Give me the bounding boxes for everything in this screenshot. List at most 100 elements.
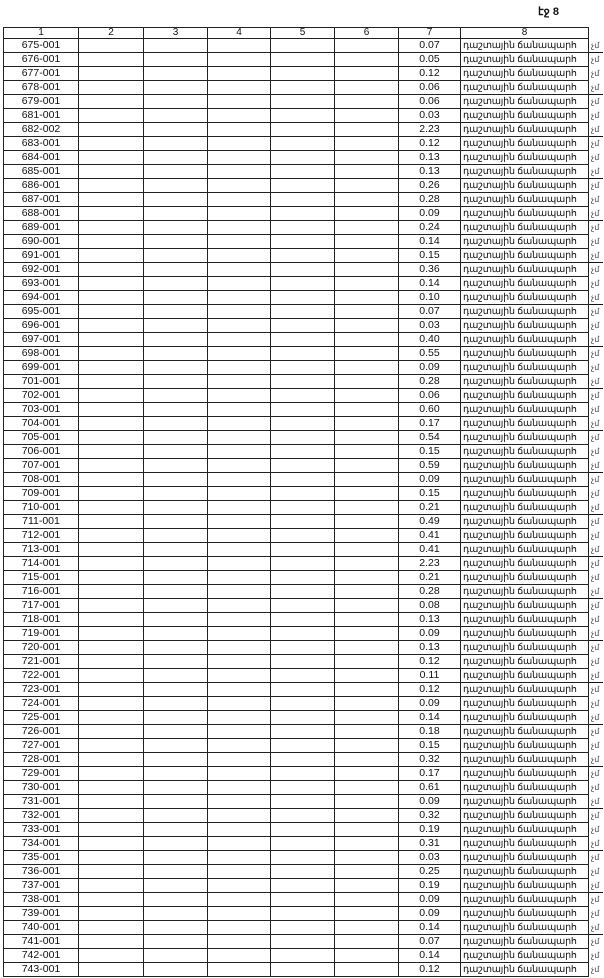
row-area: 0.09 [398, 472, 461, 487]
cell-col2 [78, 850, 144, 865]
row-id: 731-001 [3, 794, 79, 809]
cell-col5 [270, 444, 335, 459]
row-note: չմ [588, 640, 603, 655]
table-row: 735-001 0.03 դաշտային ճանապարհ չմ [3, 850, 603, 865]
row-area: 0.07 [398, 38, 461, 53]
row-land-type: դաշտային ճանապարհ [460, 416, 589, 431]
cell-col2 [78, 304, 144, 319]
row-area: 0.07 [398, 934, 461, 949]
row-id: 693-001 [3, 276, 79, 291]
row-area: 0.21 [398, 500, 461, 515]
cell-col4 [207, 94, 271, 109]
cell-col5 [270, 52, 335, 67]
row-note: չմ [591, 657, 600, 666]
cell-col3 [143, 892, 208, 907]
row-land-type: դաշտային ճանապարհ [460, 360, 589, 375]
cell-col4 [207, 150, 271, 165]
row-land-type: դաշտային ճանապարհ [460, 346, 589, 361]
row-note: չմ [591, 489, 600, 498]
row-id: 735-001 [3, 850, 79, 865]
cell-col5 [270, 290, 335, 305]
cell-col5 [270, 150, 335, 165]
cell-col3 [143, 654, 208, 669]
row-note: չմ [591, 195, 600, 204]
row-note: չմ [588, 472, 603, 487]
row-area: 0.12 [398, 654, 461, 669]
row-area: 0.14 [398, 234, 461, 249]
cell-col2 [78, 136, 144, 151]
cell-col4 [207, 66, 271, 81]
cell-col4 [207, 850, 271, 865]
row-area: 0.09 [398, 892, 461, 907]
row-area: 0.19 [398, 822, 461, 837]
row-land-type: դաշտային ճանապարհ [460, 640, 589, 655]
cell-col4 [207, 696, 271, 711]
cell-col5 [270, 66, 335, 81]
row-note: չմ [588, 850, 603, 865]
table-row: 699-001 0.09 դաշտային ճանապարհ չմ [3, 360, 603, 375]
cell-col4 [207, 318, 271, 333]
table-row: 725-001 0.14 դաշտային ճանապարհ չմ [3, 710, 603, 725]
cell-col6 [334, 724, 399, 739]
cell-col6 [334, 752, 399, 767]
cell-col5 [270, 360, 335, 375]
cell-col2 [78, 878, 144, 893]
table-row: 685-001 0.13 դաշտային ճանապարհ չմ [3, 164, 603, 179]
table-row: 715-001 0.21 դաշտային ճանապարհ չմ [3, 570, 603, 585]
row-id: 686-001 [3, 178, 79, 193]
cell-col2 [78, 402, 144, 417]
cell-col3 [143, 850, 208, 865]
cell-col5 [270, 766, 335, 781]
row-note: չմ [591, 292, 600, 302]
row-note: չմ [591, 111, 600, 120]
cell-col3 [143, 234, 208, 249]
row-land-type: դաշտային ճանապարհ [460, 234, 589, 249]
table-row: 732-001 0.32 դաշտային ճանապարհ չմ [3, 808, 603, 823]
row-land-type: դաշտային ճանապարհ [460, 206, 589, 221]
cell-col3 [143, 262, 208, 277]
row-id: 709-001 [3, 486, 79, 501]
row-area: 0.13 [398, 150, 461, 165]
cell-col5 [270, 654, 335, 669]
cell-col6 [334, 122, 399, 137]
cell-col2 [78, 458, 144, 473]
table-row: 738-001 0.09 դաշտային ճանապարհ չմ [3, 892, 603, 907]
cell-col4 [207, 514, 271, 529]
cell-col3 [143, 626, 208, 641]
row-area: 2.23 [398, 122, 461, 137]
cell-col5 [270, 234, 335, 249]
cell-col4 [207, 206, 271, 221]
cell-col4 [207, 500, 271, 515]
cell-col3 [143, 178, 208, 193]
row-note: չմ [591, 153, 600, 162]
row-land-type: դաշտային ճանապարհ [460, 738, 589, 753]
row-area: 0.14 [398, 948, 461, 963]
cell-col2 [78, 906, 144, 921]
row-id: 681-001 [3, 108, 79, 123]
row-id: 705-001 [3, 430, 79, 445]
cell-col3 [143, 948, 208, 963]
table-row: 728-001 0.32 դաշտային ճանապարհ չմ [3, 752, 603, 767]
row-land-type: դաշտային ճանապարհ [460, 332, 589, 347]
cell-col3 [143, 290, 208, 305]
row-area: 0.18 [398, 724, 461, 739]
cell-col3 [143, 346, 208, 361]
table-row: 698-001 0.55 դաշտային ճանապարհ չմ [3, 346, 603, 361]
table-row: 729-001 0.17 դաշտային ճանապարհ չմ [3, 766, 603, 781]
row-land-type: դաշտային ճանապարհ [460, 402, 589, 417]
cell-col5 [270, 584, 335, 599]
row-land-type: դաշտային ճանապարհ [460, 864, 589, 879]
row-note: չմ [591, 69, 600, 78]
row-area: 0.09 [398, 360, 461, 375]
row-note: չմ [591, 124, 600, 134]
cell-col6 [334, 696, 399, 711]
row-note: չմ [591, 544, 600, 554]
row-land-type: դաշտային ճանապարհ [460, 276, 589, 291]
cell-col6 [334, 178, 399, 193]
row-area: 0.13 [398, 164, 461, 179]
row-land-type: դաշտային ճանապարհ [460, 486, 589, 501]
cell-col3 [143, 332, 208, 347]
row-area: 2.23 [398, 556, 461, 571]
cell-col6 [334, 38, 399, 53]
cell-col5 [270, 962, 335, 977]
